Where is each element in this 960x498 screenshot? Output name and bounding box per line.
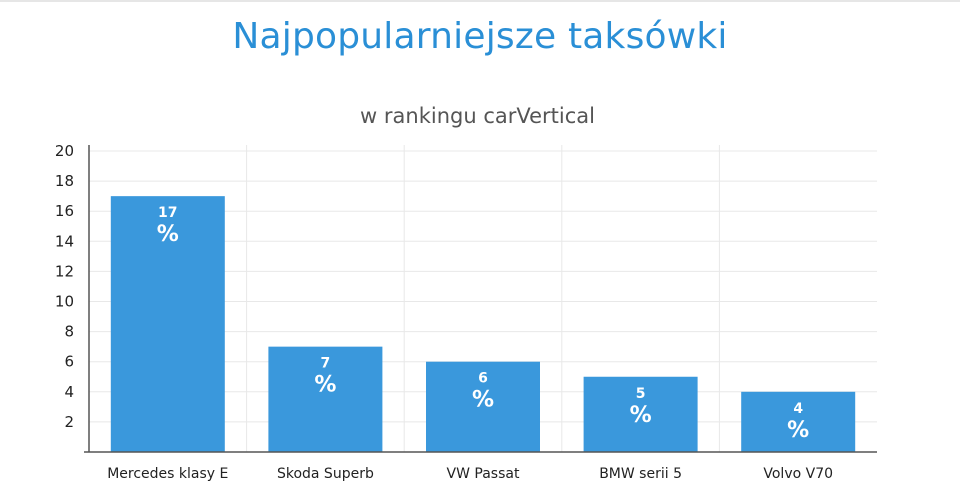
- y-tick-label-18: 18: [55, 172, 74, 190]
- data-label-unit-1: %: [314, 373, 336, 398]
- data-label-0: 17: [158, 205, 177, 221]
- bar-layer: [110, 196, 856, 452]
- y-tick-label-6: 6: [64, 353, 74, 371]
- bar-4: [741, 391, 856, 452]
- y-tick-label-10: 10: [55, 293, 74, 311]
- y-tick-label-2: 2: [64, 413, 74, 431]
- chart-title: Najpopularniejsze taksówki: [232, 16, 728, 57]
- data-label-unit-2: %: [472, 388, 494, 413]
- bar-1: [268, 346, 383, 452]
- x-category-label-1: Skoda Superb: [277, 466, 374, 482]
- y-tick-label-20: 20: [55, 142, 74, 160]
- axis-layer: [84, 145, 877, 453]
- data-label-1: 7: [321, 356, 331, 372]
- label-layer: 2 4 6 8 10 12 14 16 18 20 17% Mercedes klasy E 7% Sko…: [55, 142, 833, 482]
- x-category-label-2: VW Passat: [447, 466, 520, 482]
- y-tick-label-4: 4: [64, 383, 74, 401]
- data-label-4: 4: [793, 401, 803, 417]
- bar-3: [583, 376, 698, 452]
- y-tick-label-8: 8: [64, 323, 74, 341]
- y-tick-label-12: 12: [55, 262, 74, 280]
- data-label-unit-4: %: [787, 418, 809, 443]
- data-label-2: 6: [478, 371, 488, 387]
- data-label-unit-3: %: [630, 403, 652, 428]
- top-rule: [0, 0, 960, 2]
- bar-2: [426, 361, 540, 452]
- data-label-unit-0: %: [157, 222, 179, 247]
- bar-0: [110, 196, 225, 452]
- chart-subtitle: w rankingu carVertical: [360, 104, 595, 128]
- x-category-label-3: BMW serii 5: [599, 466, 682, 482]
- x-category-label-4: Volvo V70: [763, 466, 833, 482]
- y-tick-label-16: 16: [55, 202, 74, 220]
- x-category-label-0: Mercedes klasy E: [107, 466, 228, 482]
- data-label-3: 5: [636, 386, 646, 402]
- y-tick-label-14: 14: [55, 232, 74, 250]
